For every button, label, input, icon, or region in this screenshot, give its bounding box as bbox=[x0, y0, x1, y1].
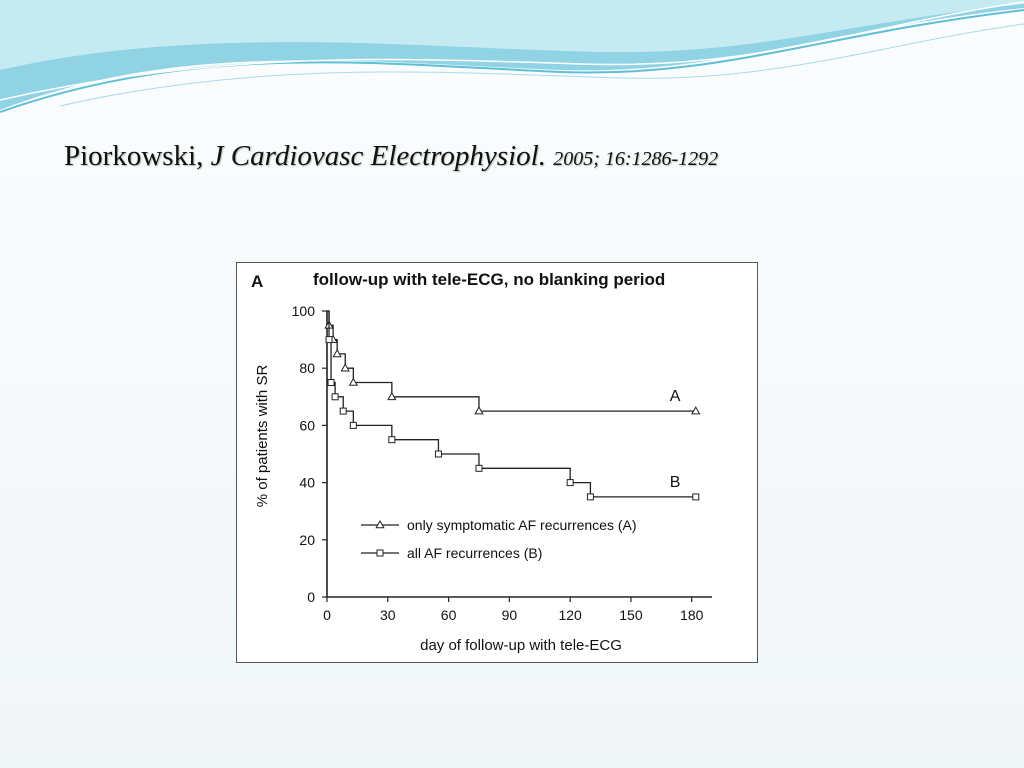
panel-label: A bbox=[251, 272, 263, 291]
legend: only symptomatic AF recurrences (A) all A… bbox=[361, 517, 637, 561]
series-A: A bbox=[324, 310, 701, 415]
x-tick-label: 90 bbox=[502, 607, 518, 623]
citation-journal: J Cardiovasc Electrophysiol. bbox=[210, 140, 546, 172]
series-point-B bbox=[434, 450, 442, 458]
legend-marker bbox=[375, 519, 385, 529]
tick-labels: 0 30 60 90 120 150 180 0 20 40 60 80 100 bbox=[292, 303, 704, 623]
x-tick-label: 0 bbox=[323, 607, 331, 623]
y-tick-label: 40 bbox=[299, 475, 315, 491]
series-point-A bbox=[348, 377, 358, 386]
series-point-A bbox=[332, 348, 342, 358]
series-point-B bbox=[339, 407, 347, 415]
series-end-label-A: A bbox=[670, 388, 681, 405]
y-axis-label: % of patients with SR bbox=[254, 365, 271, 508]
citation-author: Piorkowski, bbox=[64, 140, 204, 172]
series-layer: AB bbox=[324, 310, 701, 501]
y-tick-label: 0 bbox=[307, 589, 315, 605]
series-point-B bbox=[692, 493, 700, 501]
legend-entry: all AF recurrences (B) bbox=[407, 545, 542, 561]
chart-title: follow-up with tele-ECG, no blanking per… bbox=[313, 270, 665, 289]
series-B: B bbox=[325, 310, 700, 501]
series-point-B bbox=[566, 479, 574, 487]
wave-line-3 bbox=[59, 23, 1024, 107]
series-end-label-B: B bbox=[670, 474, 681, 491]
series-point-A bbox=[340, 363, 350, 372]
series-point-B bbox=[388, 436, 396, 444]
series-point-A bbox=[387, 391, 397, 401]
wave-line-2 bbox=[0, 1, 1024, 101]
x-tick-label: 180 bbox=[680, 607, 704, 623]
citation-reference: 2005; 16:1286-1292 bbox=[553, 148, 719, 170]
series-line-A bbox=[327, 310, 696, 412]
legend-marker bbox=[376, 549, 384, 557]
header-wave-decoration bbox=[0, 0, 1024, 113]
x-tick-label: 30 bbox=[380, 607, 396, 623]
series-line-B bbox=[327, 310, 696, 498]
figure-frame: A follow-up with tele-ECG, no blanking p… bbox=[236, 262, 758, 663]
x-tick-label: 60 bbox=[441, 607, 457, 623]
legend-entry: only symptomatic AF recurrences (A) bbox=[407, 517, 637, 533]
series-point-B bbox=[331, 393, 339, 401]
series-point-B bbox=[349, 421, 357, 429]
series-point-B bbox=[325, 336, 333, 344]
series-point-B bbox=[475, 464, 483, 472]
wave-light-band bbox=[0, 0, 1024, 70]
y-tick-label: 100 bbox=[292, 303, 316, 319]
x-tick-label: 150 bbox=[619, 607, 643, 623]
survival-chart: A follow-up with tele-ECG, no blanking p… bbox=[251, 270, 712, 654]
citation: Piorkowski, J Cardiovasc Electrophysiol.… bbox=[64, 140, 718, 173]
y-tick-label: 60 bbox=[299, 417, 315, 433]
series-point-B bbox=[327, 379, 335, 386]
x-tick-label: 120 bbox=[558, 607, 582, 623]
series-point-A bbox=[474, 406, 484, 415]
y-tick-label: 80 bbox=[299, 360, 315, 376]
y-tick-label: 20 bbox=[299, 532, 315, 548]
axes bbox=[322, 310, 712, 602]
series-point-A bbox=[691, 406, 701, 415]
series-point-B bbox=[586, 493, 594, 501]
x-axis-label: day of follow-up with tele-ECG bbox=[420, 637, 622, 654]
